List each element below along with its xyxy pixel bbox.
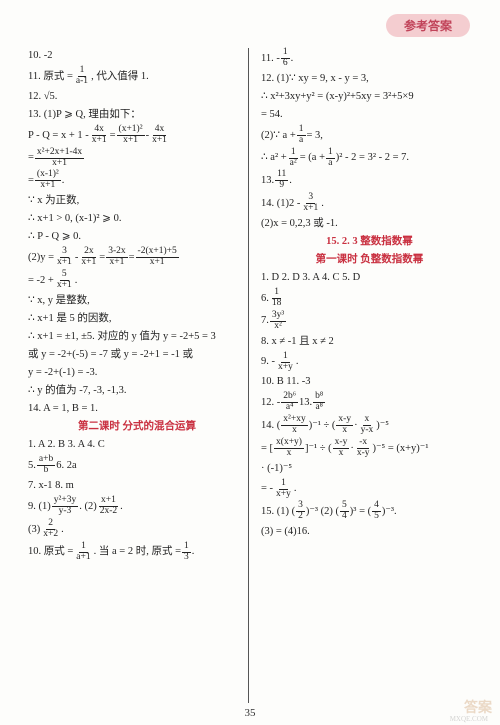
text-line: 12. -2b⁶a⁴ 13. b⁸a⁸ [261, 392, 478, 413]
text-line: ∴ x+1 是 5 的因数, [28, 311, 246, 327]
text-line: 11. -16. [261, 48, 478, 69]
text-line: ∴ y 的值为 -7, -3, -1,3. [28, 383, 246, 399]
text-line: = (x-1)²x+1. [28, 170, 246, 191]
text-line: ∴ x+1 = ±1, ±5. 对应的 y 值为 y = -2+5 = 3 [28, 329, 246, 345]
text-line: 7. x-1 8. m [28, 478, 246, 494]
text-line: 12. √5. [28, 89, 246, 105]
section-subtitle: 第一课时 负整数指数幂 [261, 252, 478, 268]
text-line: 9. (1)y²+3yy-3. (2)x+12x-2. [28, 496, 246, 517]
text-line: 9. -1x+y. [261, 352, 478, 373]
text-line: 13. 119. [261, 170, 478, 191]
text-line: 8. x ≠ -1 且 x ≠ 2 [261, 334, 478, 350]
text-line: 14. (1)2 - 3x+1. [261, 193, 478, 214]
text-line: ∵ x, y 是整数, [28, 293, 246, 309]
content-area: 10. -2 11. 原式 = 1a-1, 代入值得 1. 12. √5. 13… [28, 48, 478, 703]
text-line: ∴ x+1 > 0, (x-1)² ⩾ 0. [28, 211, 246, 227]
watermark-icon: 答案 [464, 697, 492, 717]
column-divider [248, 48, 249, 703]
text-line: = x²+2x+1-4xx+1 [28, 148, 246, 169]
text-line: 5. a+bb 6. 2a [28, 455, 246, 476]
text-line: = [x(x+y)x]⁻¹ ÷ (x-yx · -xx-y)⁻⁵ = (x+y)… [261, 438, 478, 459]
text-line: (3) = (4)16. [261, 524, 478, 540]
page-number: 35 [0, 707, 500, 719]
text-line: 6. 118 [261, 288, 478, 309]
text-line: = -1x+y. [261, 479, 478, 500]
text-line: (3)2x+2. [28, 519, 246, 540]
section-title: 第二课时 分式的混合运算 [28, 419, 246, 435]
section-title: 15. 2. 3 整数指数幂 [261, 234, 478, 250]
text-line: 12. (1)∵ xy = 9, x - y = 3, [261, 71, 478, 87]
text-line: 10. 原式 = 1a+1. 当 a = 2 时, 原式 = 13. [28, 542, 246, 563]
watermark-url: MXQE.COM [450, 715, 488, 723]
text-line: 13. (1)P ⩾ Q, 理由如下： [28, 107, 246, 123]
left-column: 10. -2 11. 原式 = 1a-1, 代入值得 1. 12. √5. 13… [28, 48, 246, 703]
text-line: · (-1)⁻⁵ [261, 461, 478, 477]
header-badge: 参考答案 [386, 14, 470, 37]
text-line: 10. B 11. -3 [261, 374, 478, 390]
right-column: 11. -16. 12. (1)∵ xy = 9, x - y = 3, ∴ x… [251, 48, 478, 703]
text-line: = -2 + 5x+1. [28, 270, 246, 291]
text-line: 7. 3y³x² [261, 311, 478, 332]
text-line: (2)x = 0,2,3 或 -1. [261, 216, 478, 232]
text-line: = 54. [261, 107, 478, 123]
text-line: 或 y = -2+(-5) = -7 或 y = -2+1 = -1 或 [28, 347, 246, 363]
text-line: 10. -2 [28, 48, 246, 64]
text-line: ∵ x 为正数, [28, 193, 246, 209]
text-line: (2)y = 3x+1 - 2xx+1 = 3-2xx+1 = -2(x+1)+… [28, 247, 246, 268]
text-line: 11. 原式 = 1a-1, 代入值得 1. [28, 66, 246, 87]
text-line: 1. D 2. D 3. A 4. C 5. D [261, 270, 478, 286]
text-line: P - Q = x + 1 - 4xx+1 = (x+1)²x+1 - 4xx+… [28, 125, 246, 146]
text-line: 1. A 2. B 3. A 4. C [28, 437, 246, 453]
text-line: 15. (1) (32)⁻³ (2) (54)³ = (45)⁻³. [261, 501, 478, 522]
text-line: 14. (x²+xyx)⁻¹ ÷ (x-yx · xy-x)⁻⁵ [261, 415, 478, 436]
text-line: ∴ P - Q ⩾ 0. [28, 229, 246, 245]
text-line: ∴ x²+3xy+y² = (x-y)²+5xy = 3²+5×9 [261, 89, 478, 105]
text-line: ∴ a² + 1a² = (a + 1a)² - 2 = 3² - 2 = 7. [261, 148, 478, 169]
text-line: (2)∵ a + 1a = 3, [261, 125, 478, 146]
text-line: y = -2+(-1) = -3. [28, 365, 246, 381]
text-line: 14. A = 1, B = 1. [28, 401, 246, 417]
